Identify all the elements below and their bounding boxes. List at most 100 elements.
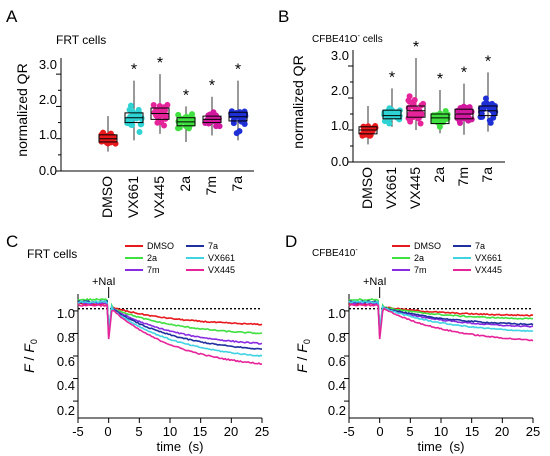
y-tick-label: 0.8	[328, 330, 346, 345]
data-point	[176, 118, 183, 125]
x-category-label: 7a	[229, 176, 245, 192]
panel-c-line-plot: FRT cells +NaI F / F0 0.2 0.4 0.6 0.8 1.…	[21, 241, 269, 454]
legend-label-dmso: DMSO	[414, 241, 441, 251]
significance-star: *	[437, 71, 443, 88]
y-tick-label: 2.0	[39, 92, 57, 107]
iqr-box	[382, 109, 402, 120]
x-tick-label: 15	[465, 424, 479, 439]
legend-label-2a: 2a	[414, 253, 424, 263]
x-tick-label: 25	[526, 424, 540, 439]
data-point	[415, 115, 422, 122]
x-tick-label: 0	[376, 424, 383, 439]
panel-a-marks: * * * * *	[56, 55, 254, 172]
y-label-subscript: 0	[302, 339, 312, 344]
significance-star: *	[209, 78, 215, 95]
data-point	[468, 116, 475, 123]
significance-star: *	[389, 69, 395, 86]
data-point	[482, 95, 489, 102]
legend-label-2a: 2a	[147, 253, 157, 263]
panel-a-y-ticks: 0.0 1.0 2.0 3.0	[39, 57, 57, 178]
data-point	[442, 107, 449, 114]
significance-star: *	[461, 65, 467, 82]
y-tick-label: 0.6	[57, 354, 75, 369]
panel-d-x-ticks: -5 0 5 10 15 20 25	[343, 424, 540, 439]
data-point	[457, 120, 464, 127]
panel-c-y-ticks: 0.2 0.4 0.6 0.8 1.0	[57, 306, 75, 418]
panel-b-dot-plot: CFBE41O- cells normalized QR 0.0 1.0 2.0…	[290, 33, 505, 209]
significance-star: *	[183, 87, 189, 104]
y-tick-label: 1.0	[57, 306, 75, 321]
x-tick-label: 5	[135, 424, 142, 439]
x-tick-label: 20	[495, 424, 509, 439]
x-category-label: 7m	[203, 176, 219, 195]
panel-d-title-main: CFBE410	[312, 248, 356, 259]
panel-b-title-superscript: -	[358, 33, 361, 40]
y-tick-label: 1.0	[331, 118, 349, 133]
significance-star: *	[413, 39, 419, 56]
panel-letter-b: B	[278, 7, 289, 26]
data-point	[162, 107, 169, 114]
panel-d-x-label: time (s)	[418, 439, 465, 454]
data-point	[126, 106, 133, 113]
panel-d-y-label: F / F0	[294, 339, 312, 373]
panel-d-marks	[344, 287, 534, 423]
panel-a-title: FRT cells	[56, 33, 106, 47]
panel-c-x-ticks: -5 0 5 10 15 20 25	[72, 424, 269, 439]
y-label-f0: F	[21, 343, 37, 353]
data-point	[239, 114, 246, 121]
data-point	[478, 106, 485, 113]
data-point	[150, 102, 157, 109]
y-label-f: F	[21, 363, 37, 373]
data-point	[381, 111, 388, 118]
x-category-label: VX445	[407, 167, 423, 209]
x-tick-label: 25	[255, 424, 269, 439]
y-label-f: F	[294, 363, 310, 373]
x-tick-label: 10	[434, 424, 448, 439]
panel-a-y-label: normalized QR	[14, 63, 30, 156]
panel-c-annotation: +NaI	[92, 276, 116, 288]
x-category-label: 2a	[177, 176, 193, 192]
data-point	[486, 117, 493, 124]
data-point	[189, 111, 196, 118]
iqr-box	[430, 113, 450, 125]
panel-b-title-suffix: cells	[360, 34, 383, 45]
series-line-vx445	[77, 303, 263, 366]
panel-b-marks: * * * * *	[348, 39, 505, 163]
legend-label-vx661: VX661	[475, 253, 502, 263]
panel-b-y-ticks: 0.0 1.0 2.0 3.0	[331, 48, 349, 169]
data-point	[233, 130, 240, 137]
y-tick-label: 3.0	[39, 57, 57, 72]
data-point	[490, 110, 497, 117]
panel-c-y-label: F / F0	[21, 339, 39, 373]
panel-d-title-superscript: -	[355, 247, 358, 254]
legend-label-vx445: VX445	[475, 265, 502, 275]
legend-label-dmso: DMSO	[147, 241, 174, 251]
legend-label-vx445: VX445	[208, 265, 235, 275]
data-point	[481, 100, 488, 107]
panel-d-line-plot: CFBE410- +NaI F / F0 0.2 0.4 0.6 0.8 1.0…	[294, 241, 540, 454]
legend-label-7a: 7a	[475, 241, 485, 251]
series-line-vx445	[348, 303, 534, 342]
y-tick-label: 0.6	[328, 354, 346, 369]
y-tick-label: 0.2	[57, 403, 75, 418]
data-point	[387, 108, 394, 115]
data-point	[135, 106, 142, 113]
iqr-box	[406, 105, 426, 118]
x-tick-label: -5	[343, 424, 355, 439]
y-tick-label: 3.0	[331, 48, 349, 63]
y-tick-label: 1.0	[328, 306, 346, 321]
x-category-label: DMSO	[359, 167, 375, 209]
significance-star: *	[235, 62, 241, 79]
data-point	[360, 126, 367, 133]
panel-d-y-ticks: 0.2 0.4 0.6 0.8 1.0	[328, 306, 346, 418]
legend-label-7m: 7m	[147, 265, 160, 275]
data-point	[405, 97, 412, 104]
panel-letter-c: C	[6, 232, 18, 251]
data-point	[108, 134, 115, 141]
data-point	[458, 113, 465, 120]
y-label-f0: F	[294, 343, 310, 353]
legend-label-7m: 7m	[414, 265, 427, 275]
data-point	[175, 111, 182, 118]
panel-letter-a: A	[6, 7, 18, 26]
significance-star: *	[485, 53, 491, 70]
